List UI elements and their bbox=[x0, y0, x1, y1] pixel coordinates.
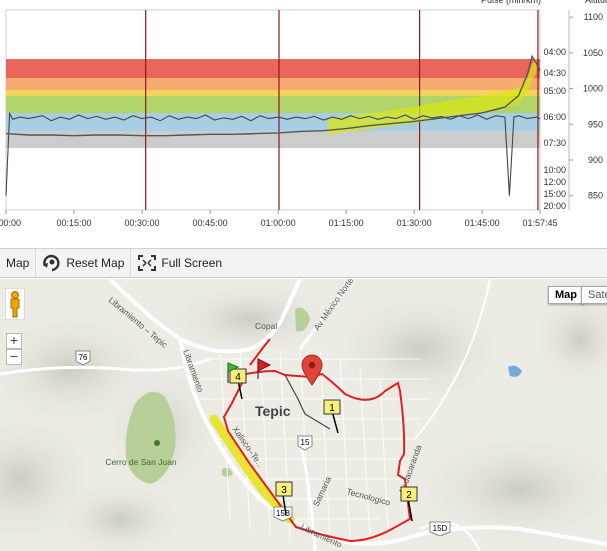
route-marker-4[interactable]: 4 bbox=[229, 368, 247, 400]
park-north bbox=[295, 307, 310, 332]
road-shield-15b: 15B bbox=[273, 506, 293, 522]
route-connector bbox=[284, 374, 331, 430]
route-line bbox=[222, 338, 412, 543]
map-label-copal: Copal bbox=[255, 321, 277, 331]
water-body bbox=[508, 365, 522, 377]
svg-text:15B: 15B bbox=[276, 509, 290, 518]
svg-text:76: 76 bbox=[79, 353, 88, 362]
route-marker-1[interactable]: 1 bbox=[323, 399, 341, 434]
mountain-peak-icon bbox=[154, 440, 160, 446]
altitude-tick-label: 1100 bbox=[584, 12, 603, 22]
svg-text:15D: 15D bbox=[433, 524, 448, 533]
chart-panel: 04:00 04:30 05:00 06:00 07:30 10:00 12:00 15:00… bbox=[0, 0, 607, 240]
series-line-1 bbox=[5, 54, 541, 137]
reset-icon bbox=[43, 254, 60, 272]
altitude-tick-label: 1000 bbox=[583, 84, 603, 94]
street-view-pegman-icon[interactable] bbox=[5, 288, 25, 320]
map-type-satellite-button[interactable]: Sate bbox=[581, 286, 607, 304]
x-tick-label: 01:00:00 bbox=[261, 218, 296, 228]
full-screen-button[interactable]: Full Screen bbox=[131, 249, 228, 277]
start-flag-icon bbox=[227, 362, 240, 383]
fullscreen-icon bbox=[138, 255, 157, 271]
pace-tick-label: 12:00 bbox=[543, 177, 566, 187]
zoom-in-button[interactable]: + bbox=[6, 333, 22, 349]
pace-tick-label: 04:30 bbox=[543, 68, 566, 78]
pace-tick-label: 15:00 bbox=[543, 189, 566, 199]
far-right-axis-title: Altitude bbox=[585, 0, 607, 5]
map-button-label: Map bbox=[6, 256, 30, 270]
pace-target-band bbox=[328, 57, 537, 135]
pace-tick-label: 04:00 bbox=[543, 47, 566, 57]
pace-tick-label: 10:00 bbox=[543, 165, 566, 175]
route-marker-3[interactable]: 3 bbox=[275, 481, 293, 516]
route-marker-2[interactable]: 2 bbox=[400, 486, 418, 522]
full-screen-label: Full Screen bbox=[161, 256, 223, 270]
x-tick-label: 0:00:00 bbox=[0, 218, 21, 228]
altitude-tick-label: 1050 bbox=[583, 48, 603, 58]
pace-zone-band-0 bbox=[6, 59, 540, 78]
route-marker-4-label: 4 bbox=[235, 372, 241, 383]
reset-map-label: Reset Map bbox=[66, 256, 125, 270]
x-tick-label: 00:45:00 bbox=[193, 218, 228, 228]
map-toolbar: Map Reset Map Full Screen bbox=[0, 248, 607, 278]
street-grid bbox=[200, 348, 430, 542]
map-label-cerro: Cerro de San Juan bbox=[105, 457, 177, 467]
map-type-map-button[interactable]: Map bbox=[548, 286, 584, 304]
altitude-tick-label: 950 bbox=[588, 119, 603, 129]
route-marker-3-label: 3 bbox=[281, 485, 287, 496]
x-tick-label: 01:15:00 bbox=[329, 218, 364, 228]
map-button[interactable]: Map bbox=[0, 249, 37, 277]
route-marker-2-label: 2 bbox=[406, 490, 412, 501]
pace-zone-band-1 bbox=[6, 78, 540, 90]
location-pin-icon[interactable] bbox=[301, 354, 323, 386]
reset-map-button[interactable]: Reset Map bbox=[36, 249, 132, 277]
x-tick-label: 01:45:00 bbox=[465, 218, 500, 228]
pace-tick-label: 20:00 bbox=[543, 201, 566, 211]
pace-tick-label: 05:00 bbox=[543, 86, 566, 96]
city-label: Tepic bbox=[255, 403, 291, 419]
altitude-tick-label: 900 bbox=[588, 155, 603, 165]
finish-flag-icon bbox=[257, 358, 272, 379]
pace-zone-band-2 bbox=[6, 90, 540, 96]
road-shield-76: 76 bbox=[75, 350, 91, 366]
map-view[interactable]: Libramiento – Tepic Libramiento Copal Av… bbox=[0, 279, 607, 551]
series-line-0 bbox=[5, 111, 541, 196]
park-cerro bbox=[125, 391, 176, 484]
map-canvas[interactable]: Libramiento – Tepic Libramiento Copal Av… bbox=[0, 279, 607, 551]
road-shield-15: 15 bbox=[297, 435, 313, 451]
right-axis-title: Pulse (min/km) bbox=[481, 0, 541, 5]
x-tick-label: 00:15:00 bbox=[57, 218, 92, 228]
x-tick-label: 01:30:00 bbox=[397, 218, 432, 228]
x-tick-label: 00:30:00 bbox=[125, 218, 160, 228]
pace-altitude-chart: 04:00 04:30 05:00 06:00 07:30 10:00 12:00 15:00… bbox=[0, 0, 607, 228]
altitude-tick-label: 850 bbox=[588, 191, 603, 201]
pace-tick-label: 06:00 bbox=[543, 112, 566, 122]
pace-tick-label: 07:30 bbox=[543, 138, 566, 148]
route-marker-1-label: 1 bbox=[329, 403, 335, 414]
zoom-out-button[interactable]: − bbox=[6, 349, 22, 365]
road-shield-15d: 15D bbox=[429, 521, 451, 537]
svg-text:15: 15 bbox=[301, 438, 310, 447]
x-tick-label: 01:57:45 bbox=[522, 218, 557, 228]
